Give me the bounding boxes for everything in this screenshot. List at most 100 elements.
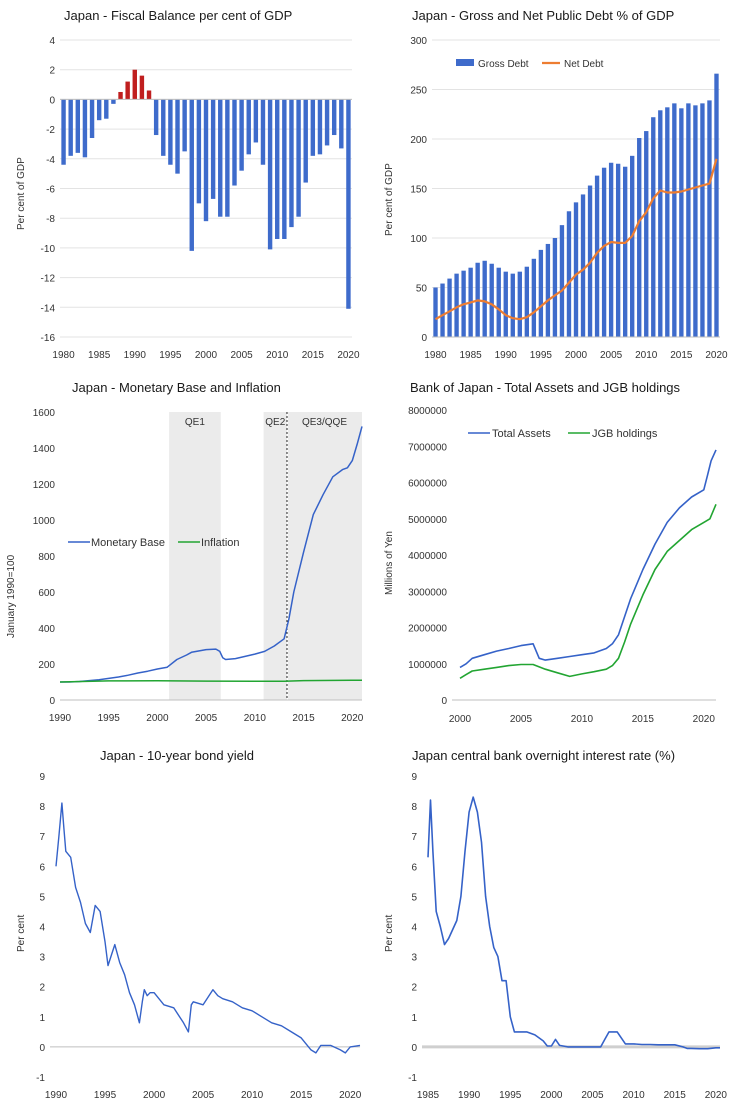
gross-debt-bar-2004 [601,167,607,337]
y-tick-label: -1 [36,1073,45,1084]
yield-line [55,802,361,1054]
boj-plot-area: 8000000 7000000 6000000 5000000 4000000 30000… [408,406,717,725]
shaded-region-QE1 [169,412,221,700]
bar-2006 [246,99,251,155]
y-tick-label: 250 [410,86,427,97]
bar-1987 [111,99,116,104]
gross-debt-bar-2016 [686,103,691,337]
x-tick-label: 2015 [670,350,693,361]
x-tick-label: 1990 [495,350,518,361]
bar-1984 [89,99,95,139]
bar-1988 [118,91,123,100]
gross-debt-bar-1982 [447,278,452,337]
gross-debt-bar-1993 [524,266,530,337]
y-tick-label: 100 [410,234,427,245]
x-tick-label: 1995 [530,350,553,361]
annotation-label: QE2 [265,417,285,428]
x-tick-label: 2005 [230,350,253,361]
gross-debt-bar-1991 [510,273,515,337]
bar-1990 [132,69,137,100]
chart-title: Bank of Japan - Total Assets and JGB hol… [410,380,681,395]
bar-2002 [218,99,223,217]
y-tick-label: -14 [41,303,56,314]
y-tick-label: 8 [411,802,417,813]
x-tick-label: 2005 [581,1090,604,1101]
gross-debt-bar-2014 [672,103,677,337]
bar-2007 [253,99,259,143]
bar-1992 [146,90,152,100]
bar-1989 [125,81,130,100]
chart-title: Japan - Monetary Base and Inflation [72,380,281,395]
chart-title: Japan - Fiscal Balance per cent of GDP [64,8,293,23]
x-tick-label: 1990 [49,713,72,724]
gross-debt-bar-2011 [651,117,656,337]
gross-debt-bar-2001 [580,194,586,337]
debt-plot-area: 300 250 200 150 100 50 0 1980 1985 1990 1995 2000 20… [410,36,728,361]
y-tick-label: 50 [416,284,428,295]
y-tick-label: 1 [411,1013,417,1024]
x-tick-label: 2005 [192,1090,215,1101]
gross-debt-bar-1999 [566,211,572,337]
x-tick-label: 2000 [565,350,588,361]
bar-2010 [275,99,280,239]
monetary-plot-area: QE1 QE2 QE3/QQE 1600 1400 1200 1000 800 600 400 20… [33,408,364,724]
x-tick-label: 1995 [499,1090,522,1101]
gross-debt-bar-1983 [454,273,459,337]
x-tick-label: 1990 [124,350,147,361]
total-assets-line [459,449,717,669]
x-tick-label: 2005 [510,714,533,725]
gross-debt-bar-1988 [489,263,494,337]
bar-2000 [203,99,209,222]
legend-label-jgb: JGB holdings [592,428,658,440]
x-tick-label: 2015 [292,713,315,724]
gross-debt-bar-2015 [679,108,684,337]
bar-1986 [104,99,109,119]
gross-debt-bar-2020 [714,73,719,337]
x-tick-label: 2000 [540,1090,563,1101]
x-tick-label: 1995 [98,713,121,724]
y-tick-label: 8000000 [408,406,447,417]
y-tick-label: 5 [411,892,417,903]
gross-debt-bar-2005 [608,162,614,337]
bar-1983 [82,99,88,158]
gross-debt-bar-1996 [545,243,551,337]
y-tick-label: 0 [39,1043,45,1054]
y-tick-label: 4 [39,923,45,934]
x-tick-label: 2020 [341,713,364,724]
y-tick-label: 5000000 [408,515,447,526]
x-tick-label: 2005 [600,350,623,361]
y-tick-label: 6000000 [408,479,447,490]
bar-1982 [75,99,81,153]
x-tick-label: 2020 [705,1090,728,1101]
gross-debt-bar-2006 [615,163,621,337]
y-tick-label: 300 [410,36,427,47]
gross-debt-bar-2018 [700,103,705,337]
gross-debt-bar-2007 [622,166,628,337]
legend-label-net: Net Debt [564,59,604,70]
y-tick-label: 4000000 [408,551,447,562]
y-tick-label: 1600 [33,408,56,419]
y-tick-label: 150 [410,185,427,196]
y-tick-label: 2 [49,66,55,77]
x-tick-label: 2015 [664,1090,687,1101]
x-tick-label: 2015 [290,1090,313,1101]
bar-2015 [310,99,316,156]
x-tick-label: 2015 [302,350,325,361]
bar-2011 [282,99,287,239]
y-tick-label: -10 [41,244,56,255]
gross-debt-bar-2013 [665,107,670,337]
legend-label-monetary-base: Monetary Base [91,537,165,549]
monetary-base-chart: Japan - Monetary Base and Inflation Janu… [0,370,370,740]
y-tick-label: -6 [46,185,55,196]
y-tick-label: 0 [441,696,447,707]
y-tick-label: 7 [39,832,45,843]
x-tick-label: 2020 [693,714,716,725]
bar-1985 [96,99,102,121]
gross-debt-bar-1990 [503,271,508,337]
x-tick-label: 2010 [571,714,594,725]
y-tick-label: 2000000 [408,624,447,635]
y-tick-label: 6 [39,862,45,873]
x-tick-label: 2010 [241,1090,264,1101]
